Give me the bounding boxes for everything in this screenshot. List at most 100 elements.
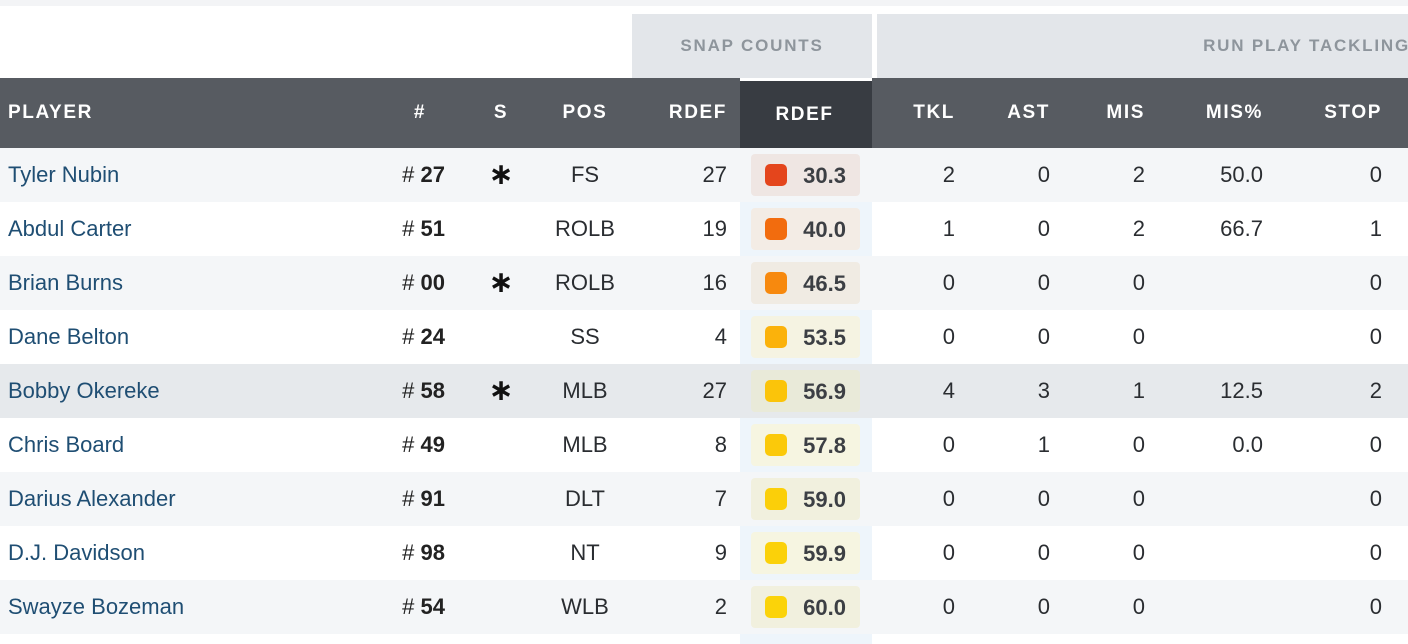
- column-header-number[interactable]: #: [413, 102, 427, 123]
- table-row[interactable]: Dane Belton # 24 SS 4 53.5 0 0 0 0: [0, 310, 1408, 364]
- tackles: 1: [942, 216, 955, 241]
- jersey-number: # 91: [380, 472, 445, 526]
- stops: 0: [1369, 540, 1382, 565]
- grade-value: 57.8: [803, 433, 846, 458]
- starter-icon: [486, 202, 516, 256]
- player-name-link[interactable]: Dane Belton: [8, 324, 130, 349]
- assists: 0: [1037, 270, 1050, 295]
- jersey-hash: #: [402, 432, 415, 457]
- assists: 0: [1037, 486, 1050, 511]
- missed-tackle-pct: [1180, 310, 1263, 364]
- jersey-number: # 51: [380, 202, 445, 256]
- position: MLB: [562, 432, 608, 457]
- tackles: 0: [942, 324, 955, 349]
- table-row[interactable]: Bobby Okereke # 58 ∗ MLB 27 56.9 4 3 1 12.5 2: [0, 364, 1408, 418]
- column-header-pos[interactable]: POS: [562, 102, 608, 123]
- jersey-number-value: 24: [420, 324, 445, 349]
- jersey-number-value: 49: [420, 432, 445, 457]
- top-strip: [0, 0, 1408, 6]
- rdef-snaps: 27: [702, 162, 727, 187]
- starter-icon: [486, 580, 516, 634]
- grade-value: 56.9: [803, 379, 846, 404]
- player-name-link[interactable]: Brian Burns: [8, 270, 123, 295]
- stops: 2: [1369, 378, 1382, 403]
- starter-icon: [486, 526, 516, 580]
- jersey-number-value: 27: [420, 162, 445, 187]
- stops: 1: [1369, 216, 1382, 241]
- grade-color-square: [765, 218, 787, 240]
- jersey-number: # 24: [380, 310, 445, 364]
- grade-badge: 53.5: [751, 316, 860, 358]
- tackles: 0: [942, 270, 955, 295]
- grade-value: 40.0: [803, 217, 846, 242]
- missed-tackle-pct: 12.5: [1220, 378, 1263, 403]
- missed-tackles: 0: [1132, 540, 1145, 565]
- jersey-number-value: 54: [420, 594, 445, 619]
- missed-tackle-pct: [1180, 472, 1263, 526]
- position: NT: [570, 540, 600, 565]
- group-header-run-play-tackling: RUN PLAY TACKLING: [877, 14, 1408, 78]
- assists: 0: [1037, 324, 1050, 349]
- group-label-run-play-tackling: RUN PLAY TACKLING: [1203, 36, 1408, 55]
- rdef-snaps: 19: [702, 216, 727, 241]
- grade-value: 59.0: [803, 487, 846, 512]
- missed-tackle-pct: [1180, 256, 1263, 310]
- column-header-starter[interactable]: S: [493, 102, 509, 123]
- missed-tackles: 0: [1132, 594, 1145, 619]
- jersey-hash: #: [402, 486, 415, 511]
- missed-tackle-pct: 50.0: [1220, 162, 1263, 187]
- position: SS: [570, 324, 600, 349]
- table-row[interactable]: Swayze Bozeman # 54 WLB 2 60.0 0 0 0 0: [0, 580, 1408, 634]
- missed-tackles: 0: [1132, 270, 1145, 295]
- jersey-hash: #: [402, 378, 415, 403]
- column-header-rdef-grade: RDEF: [775, 104, 834, 125]
- grade-value: 46.5: [803, 271, 846, 296]
- jersey-number-value: 98: [420, 540, 445, 565]
- stops: 0: [1369, 324, 1382, 349]
- rdef-snaps: 7: [714, 486, 727, 511]
- table-row[interactable]: D.J. Davidson # 98 NT 9 59.9 0 0 0 0: [0, 526, 1408, 580]
- jersey-number: # 27: [380, 148, 445, 202]
- grade-badge: 59.9: [751, 532, 860, 574]
- grade-color-square: [765, 434, 787, 456]
- rdef-snaps: 27: [702, 378, 727, 403]
- grade-value: 53.5: [803, 325, 846, 350]
- jersey-number: # 49: [380, 418, 445, 472]
- grade-color-square: [765, 380, 787, 402]
- stops: 0: [1369, 162, 1382, 187]
- jersey-number-value: 00: [420, 270, 445, 295]
- column-header-player[interactable]: PLAYER: [8, 102, 93, 123]
- rdef-snaps: 2: [714, 594, 727, 619]
- table-row[interactable]: Darius Alexander # 91 DLT 7 59.0 0 0 0 0: [0, 472, 1408, 526]
- table-body: Tyler Nubin # 27 ∗ FS 27 30.3 2 0 2 50.0 0 Abdul Ca…: [0, 148, 1408, 634]
- player-name-link[interactable]: D.J. Davidson: [8, 540, 145, 565]
- tackles: 4: [942, 378, 955, 403]
- assists: 3: [1037, 378, 1050, 403]
- grade-color-square: [765, 272, 787, 294]
- player-name-link[interactable]: Swayze Bozeman: [8, 594, 185, 619]
- player-name-link[interactable]: Abdul Carter: [8, 216, 132, 241]
- player-name-link[interactable]: Tyler Nubin: [8, 162, 120, 187]
- assists: 0: [1037, 594, 1050, 619]
- missed-tackles: 2: [1132, 216, 1145, 241]
- table-row[interactable]: Abdul Carter # 51 ROLB 19 40.0 1 0 2 66.7 1: [0, 202, 1408, 256]
- assists: 0: [1037, 540, 1050, 565]
- position: WLB: [561, 594, 609, 619]
- table-row[interactable]: Tyler Nubin # 27 ∗ FS 27 30.3 2 0 2 50.0 0: [0, 148, 1408, 202]
- table-row[interactable]: Brian Burns # 00 ∗ ROLB 16 46.5 0 0 0 0: [0, 256, 1408, 310]
- grade-badge: 46.5: [751, 262, 860, 304]
- position: DLT: [565, 486, 605, 511]
- player-name-link[interactable]: Chris Board: [8, 432, 125, 457]
- stops: 0: [1369, 486, 1382, 511]
- stops: 0: [1369, 432, 1382, 457]
- table-row[interactable]: Chris Board # 49 MLB 8 57.8 0 1 0 0.0 0: [0, 418, 1408, 472]
- player-name-link[interactable]: Darius Alexander: [8, 486, 176, 511]
- grade-color-square: [765, 542, 787, 564]
- assists: 0: [1037, 216, 1050, 241]
- player-name-link[interactable]: Bobby Okereke: [8, 378, 160, 403]
- rdef-snaps: 8: [714, 432, 727, 457]
- column-header-rdef-snaps[interactable]: RDEF: [668, 102, 727, 123]
- missed-tackles: 2: [1132, 162, 1145, 187]
- rdef-snaps: 9: [714, 540, 727, 565]
- column-header-rdef-grade-active[interactable]: RDEF: [740, 78, 872, 148]
